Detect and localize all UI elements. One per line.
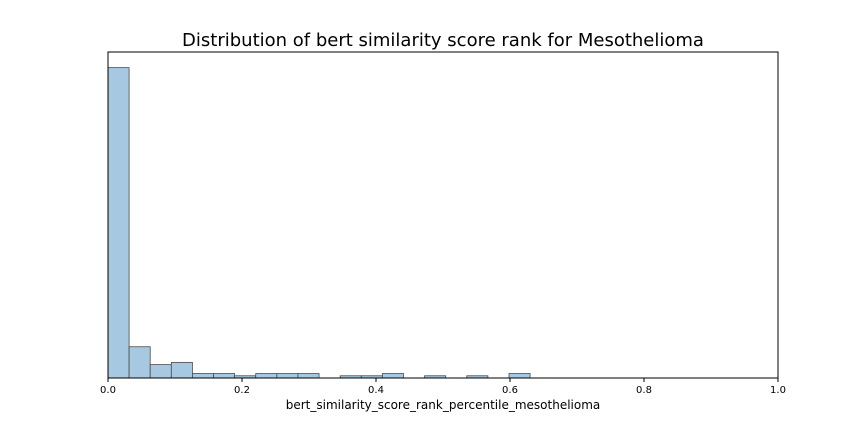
histogram-bar bbox=[255, 373, 278, 379]
x-tick-label: 0.0 bbox=[100, 385, 116, 396]
x-axis-label: bert_similarity_score_rank_percentile_me… bbox=[286, 398, 601, 412]
x-tick-label: 0.2 bbox=[234, 385, 250, 396]
histogram-bar bbox=[149, 364, 172, 379]
x-tick-label: 0.4 bbox=[368, 385, 384, 396]
histogram-bar bbox=[297, 373, 320, 379]
x-tick-label: 0.6 bbox=[502, 385, 518, 396]
histogram-bar bbox=[107, 67, 130, 379]
histogram-bar bbox=[192, 373, 214, 379]
plot-area-frame bbox=[107, 51, 779, 379]
chart-title: Distribution of bert similarity score ra… bbox=[182, 30, 704, 51]
x-axis-ticks: 0.0 0.2 0.4 0.6 0.8 1.0 bbox=[100, 378, 786, 396]
histogram-bar bbox=[381, 373, 404, 379]
histogram-bar bbox=[128, 346, 151, 379]
bars-group bbox=[107, 67, 531, 379]
histogram-bar bbox=[276, 373, 299, 379]
x-tick-label: 0.8 bbox=[636, 385, 652, 396]
histogram-bar bbox=[508, 373, 531, 379]
histogram-bar bbox=[170, 361, 193, 379]
histogram-bar bbox=[213, 373, 236, 379]
x-tick-label: 1.0 bbox=[770, 385, 786, 396]
